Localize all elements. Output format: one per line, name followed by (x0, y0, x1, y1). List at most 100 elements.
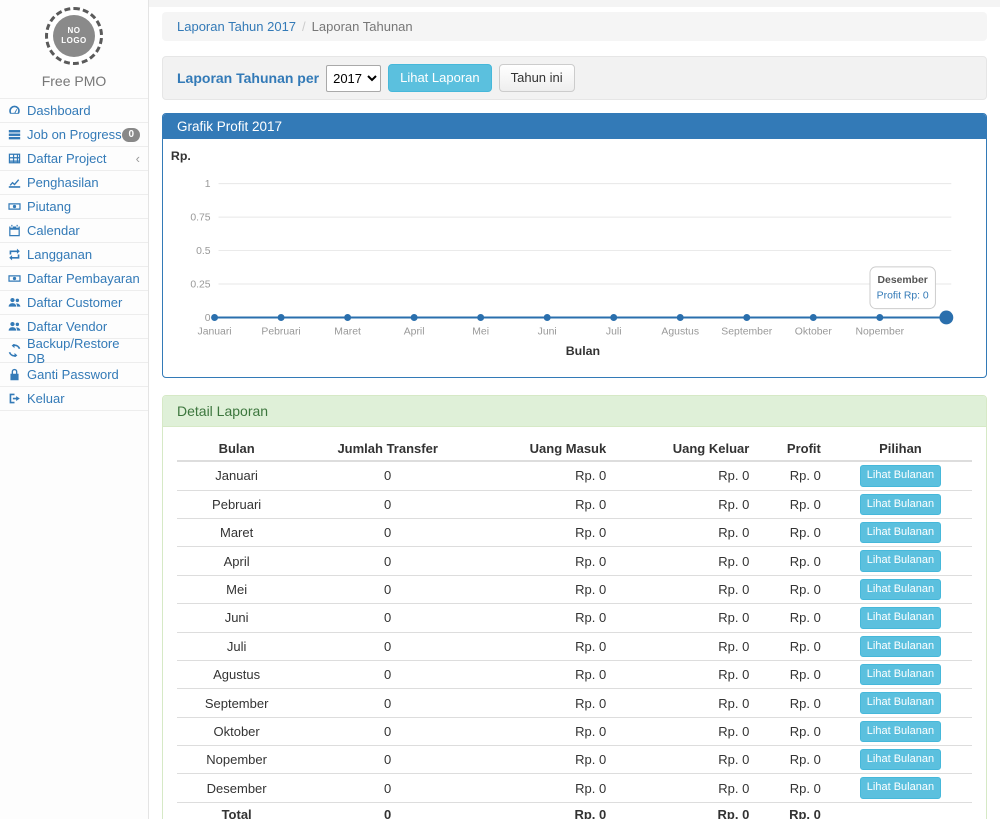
cell: Maret (177, 518, 296, 546)
sidebar-nav: DashboardJob on Progress0 Daftar Project ‹… (0, 98, 148, 411)
cell: Total (177, 802, 296, 819)
action-cell: Lihat Bulanan (829, 746, 972, 774)
x-tick-label: Juli (606, 327, 622, 338)
cell: Rp. 0 (614, 746, 757, 774)
cell: Rp. 0 (757, 461, 829, 490)
data-point-oktober[interactable] (810, 314, 817, 321)
column-header: Uang Keluar (614, 437, 757, 461)
lihat-bulanan-button[interactable]: Lihat Bulanan (860, 749, 941, 770)
cell: Rp. 0 (757, 518, 829, 546)
data-point-pebruari[interactable] (278, 314, 285, 321)
cell: Rp. 0 (479, 802, 614, 819)
action-cell: Lihat Bulanan (829, 547, 972, 575)
table-row: Januari0Rp. 0Rp. 0Rp. 0Lihat Bulanan (177, 461, 972, 490)
lihat-bulanan-button[interactable]: Lihat Bulanan (860, 636, 941, 657)
lihat-bulanan-button[interactable]: Lihat Bulanan (860, 664, 941, 685)
sidebar-item-dashboard[interactable]: Dashboard (0, 99, 148, 123)
detail-table-wrapper: BulanJumlah TransferUang MasukUang Kelua… (163, 427, 986, 819)
lihat-bulanan-button[interactable]: Lihat Bulanan (860, 465, 941, 486)
users-icon (8, 296, 22, 309)
sidebar-item-keluar[interactable]: Keluar (0, 387, 148, 411)
action-cell: Lihat Bulanan (829, 689, 972, 717)
column-header: Bulan (177, 437, 296, 461)
lihat-bulanan-button[interactable]: Lihat Bulanan (860, 550, 941, 571)
x-tick-label: September (721, 327, 772, 338)
cell: Januari (177, 461, 296, 490)
lihat-bulanan-button[interactable]: Lihat Bulanan (860, 607, 941, 628)
tahun-ini-button[interactable]: Tahun ini (499, 64, 575, 92)
sidebar-item-label: Daftar Project (27, 151, 106, 166)
action-cell: Lihat Bulanan (829, 461, 972, 490)
cell: Rp. 0 (614, 461, 757, 490)
sidebar-item-backup-restore-db[interactable]: Backup/Restore DB (0, 339, 148, 363)
profit-line-chart: Rp.10.750.50.250JanuariPebruariMaretApri… (163, 139, 986, 377)
x-tick-label: Pebruari (261, 327, 300, 338)
data-point-januari[interactable] (211, 314, 218, 321)
cell: 0 (296, 717, 479, 745)
year-select[interactable]: 2017 (326, 65, 381, 92)
cell: Rp. 0 (757, 774, 829, 802)
lihat-bulanan-button[interactable]: Lihat Bulanan (860, 579, 941, 600)
money-icon (8, 200, 22, 213)
data-point-september[interactable] (743, 314, 750, 321)
data-point-mei[interactable] (477, 314, 484, 321)
chevron-left-icon: ‹ (136, 152, 140, 165)
cell: Desember (177, 774, 296, 802)
data-point-juni[interactable] (544, 314, 551, 321)
brand-name: Free PMO (0, 73, 148, 89)
detail-panel-title: Detail Laporan (163, 396, 986, 427)
breadcrumb-link-laporan-tahun[interactable]: Laporan Tahun 2017 (177, 19, 296, 34)
lihat-bulanan-button[interactable]: Lihat Bulanan (860, 692, 941, 713)
table-row: Pebruari0Rp. 0Rp. 0Rp. 0Lihat Bulanan (177, 490, 972, 518)
no-logo-text: NO LOGO (59, 26, 89, 45)
cell: Rp. 0 (479, 547, 614, 575)
lihat-bulanan-button[interactable]: Lihat Bulanan (860, 494, 941, 515)
cell: Pebruari (177, 490, 296, 518)
table-icon (8, 152, 22, 165)
data-point-agustus[interactable] (677, 314, 684, 321)
cell: 0 (296, 689, 479, 717)
cell: Rp. 0 (757, 660, 829, 688)
sidebar-item-job-on-progress[interactable]: Job on Progress0 (0, 123, 148, 147)
sidebar-item-piutang[interactable]: Piutang (0, 195, 148, 219)
cell: Rp. 0 (614, 802, 757, 819)
cell: 0 (296, 604, 479, 632)
data-point-nopember[interactable] (876, 314, 883, 321)
cell: 0 (296, 746, 479, 774)
sign-out-icon (8, 392, 22, 405)
breadcrumb-current: Laporan Tahunan (312, 19, 413, 34)
sidebar-item-daftar-customer[interactable]: Daftar Customer (0, 291, 148, 315)
cell: 0 (296, 632, 479, 660)
sidebar-item-daftar-project[interactable]: Daftar Project ‹ (0, 147, 148, 171)
sidebar-item-daftar-pembayaran[interactable]: Daftar Pembayaran (0, 267, 148, 291)
lihat-bulanan-button[interactable]: Lihat Bulanan (860, 522, 941, 543)
lihat-bulanan-button[interactable]: Lihat Bulanan (860, 777, 941, 798)
table-row: September0Rp. 0Rp. 0Rp. 0Lihat Bulanan (177, 689, 972, 717)
action-cell: Lihat Bulanan (829, 604, 972, 632)
lihat-bulanan-button[interactable]: Lihat Bulanan (860, 721, 941, 742)
chart-tooltip: DesemberProfit Rp: 0 (870, 267, 935, 309)
action-cell: Lihat Bulanan (829, 717, 972, 745)
cell: Juli (177, 632, 296, 660)
data-point-april[interactable] (411, 314, 418, 321)
x-tick-label: Mei (472, 327, 489, 338)
data-point-juli[interactable] (610, 314, 617, 321)
y-tick-label: 0.25 (190, 280, 210, 291)
sidebar-item-ganti-password[interactable]: Ganti Password (0, 363, 148, 387)
sidebar-item-calendar[interactable]: Calendar (0, 219, 148, 243)
filter-label: Laporan Tahunan per (177, 70, 319, 86)
cell: Rp. 0 (757, 717, 829, 745)
action-cell (829, 802, 972, 819)
count-badge: 0 (122, 128, 140, 142)
x-tick-label: Oktober (795, 327, 833, 338)
sidebar-item-penghasilan[interactable]: Penghasilan (0, 171, 148, 195)
y-tick-label: 0.75 (190, 213, 210, 224)
lihat-laporan-button[interactable]: Lihat Laporan (388, 64, 492, 92)
data-point-maret[interactable] (344, 314, 351, 321)
breadcrumb-separator: / (302, 19, 306, 34)
report-filter-bar: Laporan Tahunan per 2017 Lihat Laporan T… (162, 56, 987, 100)
sidebar-item-langganan[interactable]: Langganan (0, 243, 148, 267)
table-header-row: BulanJumlah TransferUang MasukUang Kelua… (177, 437, 972, 461)
cell: Rp. 0 (479, 490, 614, 518)
data-point-desember[interactable] (939, 311, 953, 325)
